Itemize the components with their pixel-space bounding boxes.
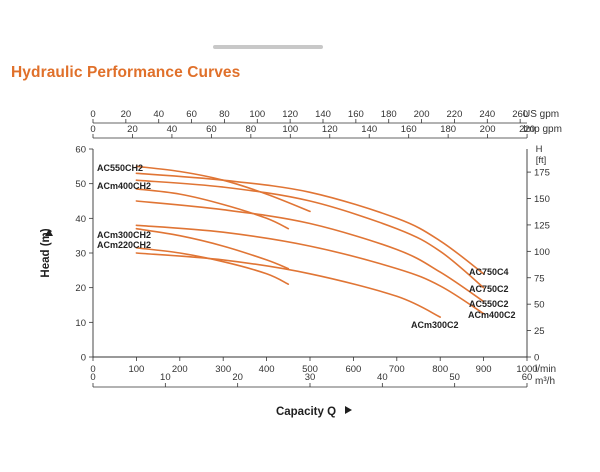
x-tick-label: 800: [432, 364, 448, 375]
m3h-tick-label: 10: [160, 372, 171, 383]
x-tick-label: 100: [128, 364, 144, 375]
imp-gpm-tick-label: 220: [519, 124, 535, 135]
us-gpm-tick-label: 80: [219, 109, 230, 120]
ft-tick-label: 150: [534, 194, 550, 205]
m3h-tick-label: 30: [305, 372, 316, 383]
x-tick-label: 600: [345, 364, 361, 375]
ft-tick-label: 100: [534, 247, 550, 258]
y-tick-label: 60: [75, 145, 86, 156]
x-unit-us-gpm: US gpm: [523, 109, 559, 120]
x-tick-label: 0: [90, 364, 95, 375]
right-axis-unit-h: H: [536, 144, 543, 155]
x-unit-m3h: m³/h: [535, 376, 555, 387]
curve-label-ac550ch2: AC550CH2: [97, 163, 143, 173]
us-gpm-tick-label: 180: [381, 109, 397, 120]
x-tick-label: 400: [259, 364, 275, 375]
us-gpm-tick-label: 260: [512, 109, 528, 120]
page-title: Hydraulic Performance Curves: [11, 64, 241, 81]
us-gpm-tick-label: 140: [315, 109, 331, 120]
curve-acm300ch2: [135, 227, 290, 270]
ft-tick-label: 50: [534, 300, 545, 311]
curve-label-acm300ch2: ACm300CH2: [97, 230, 151, 240]
us-gpm-tick-label: 160: [348, 109, 364, 120]
m3h-tick-label: 50: [449, 372, 460, 383]
x-unit-imp-gpm: Imp gpm: [523, 124, 562, 135]
us-gpm-tick-label: 20: [121, 109, 132, 120]
imp-gpm-tick-label: 200: [480, 124, 496, 135]
y-tick-label: 40: [75, 214, 86, 225]
right-axis-unit-ft: [ft]: [536, 155, 547, 166]
y-tick-label: 50: [75, 179, 86, 190]
x-tick-label: 300: [215, 364, 231, 375]
y-axis-title: Head (m): [40, 228, 52, 277]
us-gpm-tick-label: 200: [414, 109, 430, 120]
y-tick-label: 10: [75, 318, 86, 329]
curve-label-ac750c2: AC750C2: [469, 284, 509, 294]
imp-gpm-tick-label: 0: [90, 124, 95, 135]
x-tick-label: 700: [389, 364, 405, 375]
curve-acm220ch2: [135, 247, 290, 285]
m3h-tick-label: 20: [232, 372, 243, 383]
imp-gpm-tick-label: 120: [322, 124, 338, 135]
ft-tick-label: 0: [534, 353, 539, 364]
m3h-tick-label: 60: [522, 372, 533, 383]
curve-label-ac550c2: AC550C2: [469, 299, 509, 309]
m3h-tick-label: 0: [90, 372, 95, 383]
x-axis-arrow-icon: [345, 406, 352, 414]
imp-gpm-tick-label: 160: [401, 124, 417, 135]
ft-tick-label: 125: [534, 220, 550, 231]
us-gpm-tick-label: 0: [90, 109, 95, 120]
curve-label-acm400ch2: ACm400CH2: [97, 181, 151, 191]
imp-gpm-tick-label: 40: [167, 124, 178, 135]
us-gpm-tick-label: 120: [282, 109, 298, 120]
x-tick-label: 500: [302, 364, 318, 375]
window-drag-handle: [213, 45, 323, 49]
curve-ac550c2: [135, 200, 485, 303]
curve-ac750c4: [135, 172, 485, 275]
curve-acm400ch2: [135, 188, 290, 230]
ft-tick-label: 25: [534, 326, 545, 337]
us-gpm-tick-label: 60: [186, 109, 197, 120]
imp-gpm-tick-label: 60: [206, 124, 217, 135]
imp-gpm-tick-label: 80: [246, 124, 257, 135]
m3h-tick-label: 40: [377, 372, 388, 383]
curve-acm400c2: [135, 224, 485, 315]
curve-label-ac750c4: AC750C4: [469, 267, 509, 277]
ft-tick-label: 75: [534, 273, 545, 284]
imp-gpm-tick-label: 100: [282, 124, 298, 135]
ft-tick-label: 175: [534, 168, 550, 179]
x-tick-label: 900: [476, 364, 492, 375]
imp-gpm-tick-label: 180: [440, 124, 456, 135]
curve-label-acm400c2: ACm400C2: [468, 310, 516, 320]
us-gpm-tick-label: 100: [249, 109, 265, 120]
x-tick-label: 1000: [516, 364, 537, 375]
us-gpm-tick-label: 40: [153, 109, 164, 120]
x-axis-title: Capacity Q: [276, 406, 336, 418]
imp-gpm-tick-label: 20: [127, 124, 138, 135]
x-unit-lmin: l/min: [535, 364, 556, 375]
us-gpm-tick-label: 240: [479, 109, 495, 120]
y-tick-label: 0: [81, 353, 86, 364]
us-gpm-tick-label: 220: [447, 109, 463, 120]
y-tick-label: 20: [75, 283, 86, 294]
imp-gpm-tick-label: 140: [361, 124, 377, 135]
x-tick-label: 200: [172, 364, 188, 375]
curve-acm300c2: [135, 252, 441, 318]
curve-label-acm300c2: ACm300C2: [411, 320, 459, 330]
curve-label-acm220ch2: ACm220CH2: [97, 240, 151, 250]
curve-ac750c2: [135, 179, 485, 289]
y-tick-label: 30: [75, 249, 86, 260]
y-axis-arrow-icon: [45, 229, 53, 236]
